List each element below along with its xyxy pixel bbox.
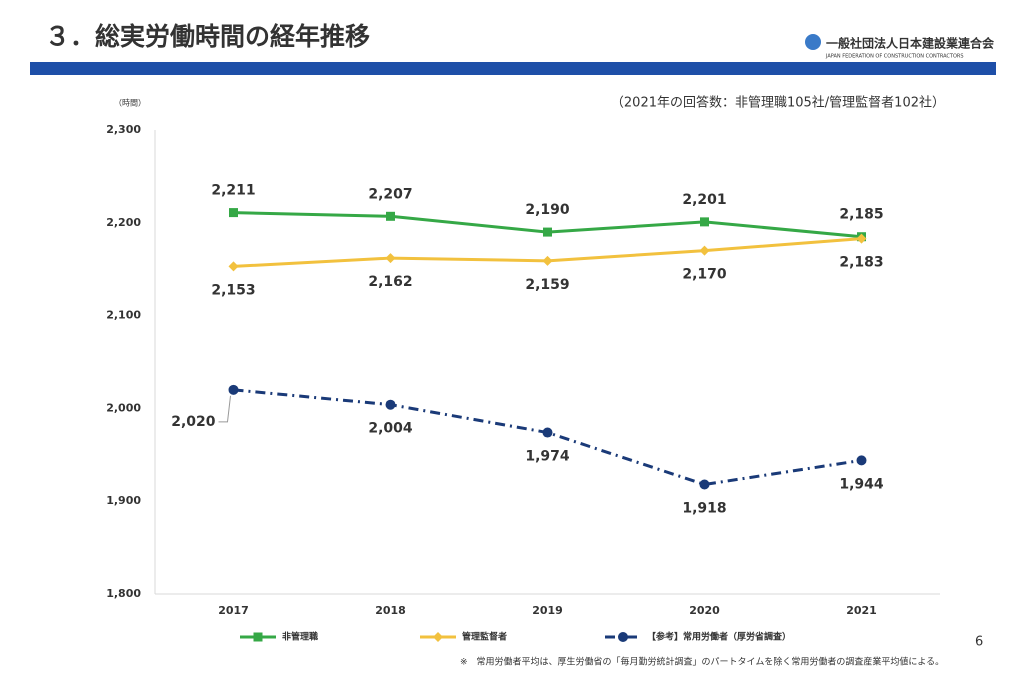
data-label: 2,159 xyxy=(525,277,569,293)
legend-label: 管理監督者 xyxy=(462,631,507,643)
slide-title: ３．総実労働時間の経年推移 xyxy=(45,22,370,51)
data-label: 2,153 xyxy=(211,282,255,298)
point xyxy=(433,632,443,642)
legend-label: 【参考】常用労働者（厚労省調査） xyxy=(647,631,791,643)
data-label: 2,207 xyxy=(368,186,412,202)
data-label: 2,004 xyxy=(368,421,413,437)
y-tick-label: 2,000 xyxy=(106,401,141,414)
point xyxy=(542,427,553,438)
x-tick-label: 2017 xyxy=(218,604,249,617)
logo-name: 一般社団法人日本建設業連合会 xyxy=(826,36,995,51)
data-label: 2,183 xyxy=(839,255,883,271)
leader-line xyxy=(218,395,231,423)
point xyxy=(856,455,867,466)
footnote: ※ 常用労働者平均は、厚生労働省の「毎月勤労統計調査」のパートタイムを除く常用労… xyxy=(460,656,944,668)
point xyxy=(386,211,395,221)
x-tick-label: 2021 xyxy=(846,604,877,617)
data-label: 2,162 xyxy=(368,274,412,290)
point xyxy=(700,217,709,227)
point xyxy=(385,253,396,264)
data-label: 1,944 xyxy=(839,476,884,492)
logo-sub: JAPAN FEDERATION OF CONSTRUCTION CONTRAC… xyxy=(825,54,964,60)
data-label: 1,974 xyxy=(525,449,570,465)
data-label: 2,170 xyxy=(682,267,727,283)
y-tick-label: 1,900 xyxy=(106,494,141,507)
x-tick-label: 2019 xyxy=(532,604,563,617)
point xyxy=(856,233,867,244)
logo-icon xyxy=(805,34,821,50)
point xyxy=(542,255,553,266)
data-label: 2,201 xyxy=(682,192,726,208)
data-label: 2,185 xyxy=(839,207,883,223)
point xyxy=(618,632,628,642)
point xyxy=(699,245,710,256)
point xyxy=(228,384,239,395)
header-bar xyxy=(30,62,996,75)
chart-subtitle: （2021年の回答数：非管理職105社/管理監督者102社） xyxy=(611,95,945,111)
y-axis-label: （時間） xyxy=(114,99,146,108)
x-tick-label: 2020 xyxy=(689,604,720,617)
data-label: 1,918 xyxy=(682,500,726,516)
page-number: 6 xyxy=(975,635,983,650)
point xyxy=(543,227,552,237)
data-label: 2,020 xyxy=(171,414,216,430)
legend-label: 非管理職 xyxy=(282,631,318,643)
point xyxy=(229,208,238,218)
point xyxy=(385,399,396,410)
y-tick-label: 2,300 xyxy=(106,123,141,136)
point xyxy=(253,632,263,642)
y-tick-label: 2,200 xyxy=(106,216,141,229)
y-tick-label: 2,100 xyxy=(106,309,141,322)
point xyxy=(699,479,710,490)
point xyxy=(228,261,239,272)
data-label: 2,211 xyxy=(211,183,255,199)
y-tick-label: 1,800 xyxy=(106,587,141,600)
data-label: 2,190 xyxy=(525,202,570,218)
x-tick-label: 2018 xyxy=(375,604,406,617)
